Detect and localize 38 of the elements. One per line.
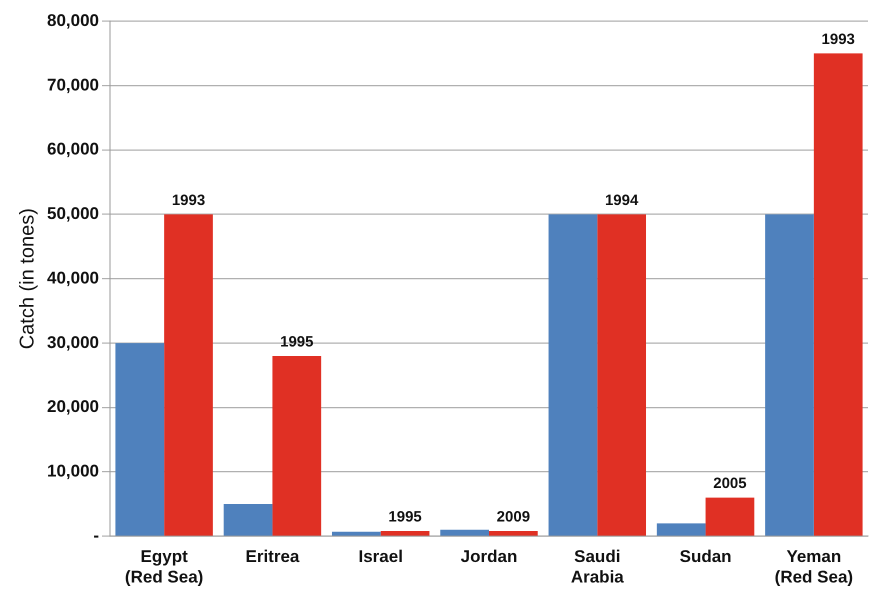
x-tick-label: Israel: [358, 547, 403, 566]
annotation: 1995: [280, 334, 314, 351]
bar: [597, 214, 646, 536]
bar: [765, 214, 814, 536]
x-tick-label: Yeman (Red Sea): [774, 547, 854, 586]
y-tick-label: 20,000: [46, 397, 99, 416]
bar: [380, 531, 430, 536]
x-tick-label: Sudan: [680, 547, 732, 566]
annotation: 1993: [822, 31, 855, 48]
bar: [164, 214, 213, 536]
y-tick-label: 70,000: [46, 75, 99, 94]
annotation: 1993: [172, 192, 206, 209]
y-tick-label: 40,000: [46, 268, 99, 288]
y-tick-label: 30,000: [46, 332, 99, 352]
bar: [489, 531, 538, 536]
y-tick-label: 50,000: [46, 204, 99, 224]
x-tick-label: Egypt (Red Sea): [124, 547, 204, 586]
y-tick-label: 80,000: [46, 10, 99, 30]
annotation: 2009: [496, 508, 530, 526]
bar: [814, 53, 863, 536]
y-tick-label: 10,000: [46, 462, 99, 481]
bar: [272, 356, 322, 536]
bar: [224, 504, 272, 536]
bar: [332, 532, 381, 536]
x-tick-label: Jordan: [460, 547, 518, 566]
bar: [656, 523, 706, 536]
bar: [706, 498, 754, 536]
annotation: 1995: [388, 508, 422, 526]
bar: [440, 530, 489, 536]
annotation: 2005: [713, 475, 747, 492]
y-tick-label: -: [93, 526, 99, 545]
x-tick-label: Eritrea: [245, 547, 300, 566]
bar: [548, 214, 598, 536]
y-axis-title: Catch (in tones): [16, 208, 39, 350]
y-tick-label: 60,000: [46, 140, 99, 159]
annotation: 1994: [604, 192, 639, 209]
bar: [115, 343, 164, 536]
x-tick-label: Saudi Arabia: [570, 547, 624, 586]
